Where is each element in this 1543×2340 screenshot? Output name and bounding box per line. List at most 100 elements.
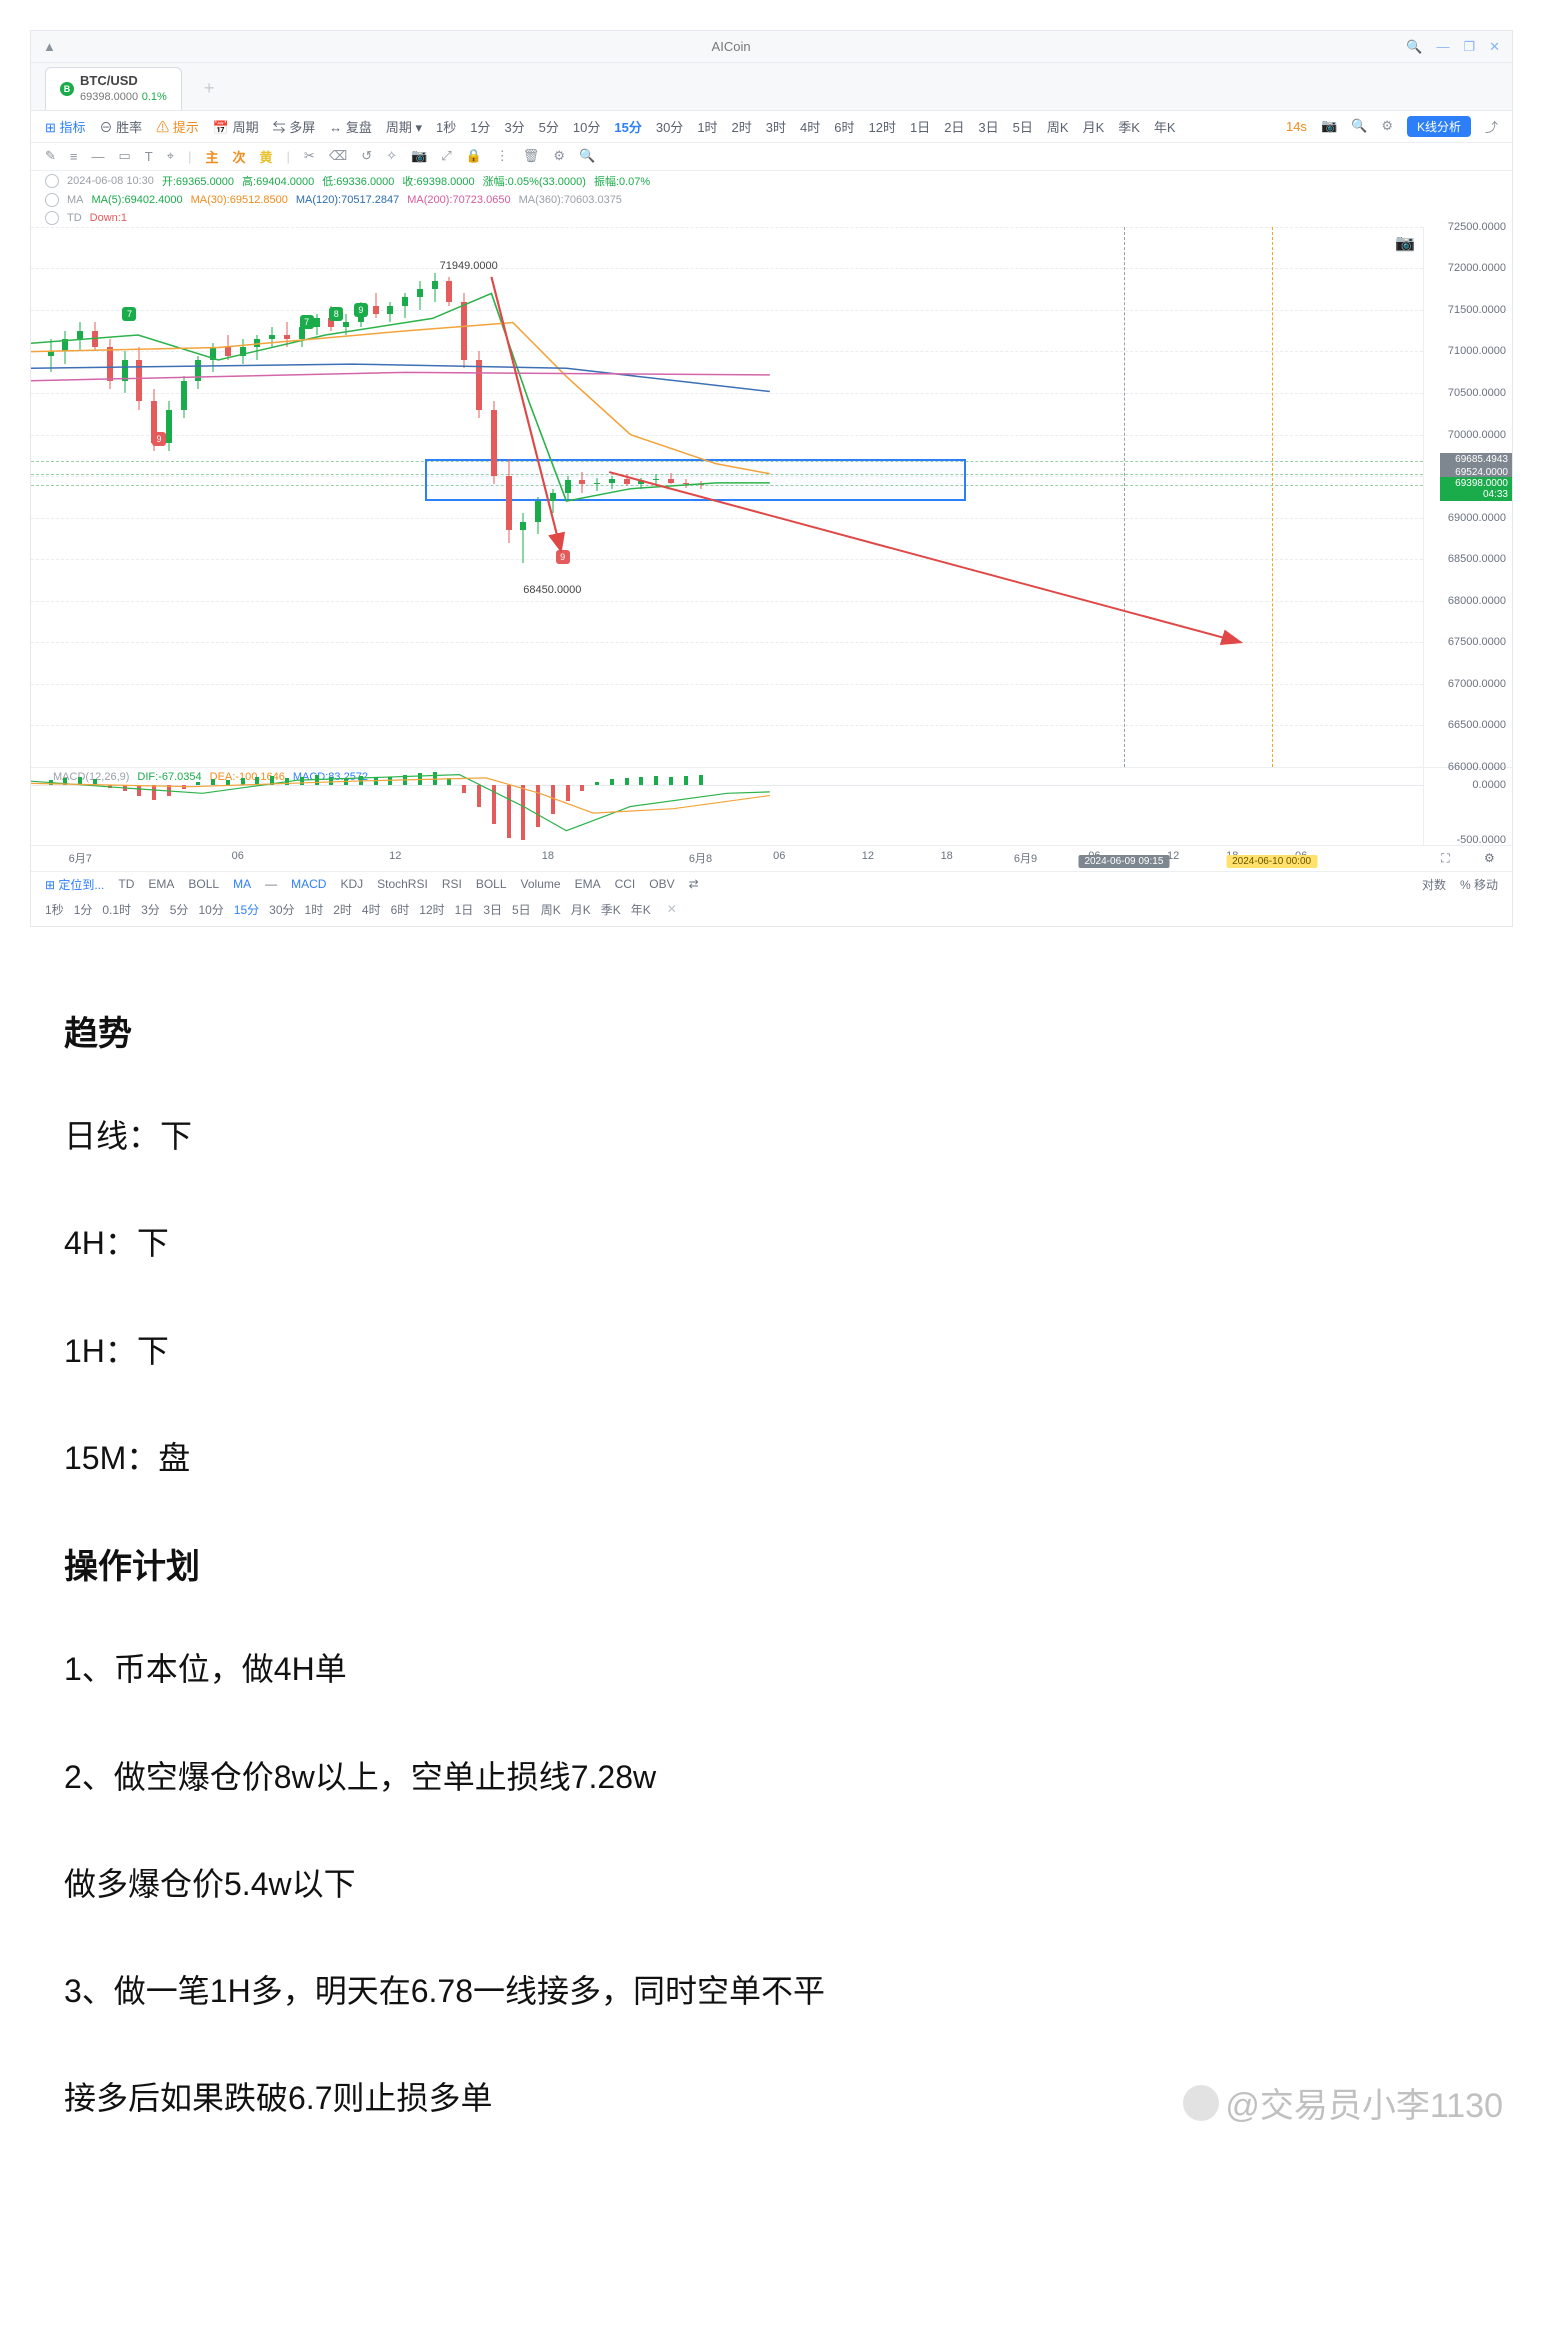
linewidth-次[interactable]: 次: [232, 147, 245, 166]
indicator-MACD[interactable]: MACD: [291, 877, 326, 891]
tool-icon[interactable]: ✂: [304, 148, 315, 164]
draw-tool[interactable]: ≡: [70, 149, 78, 164]
tool-icon[interactable]: ⌫: [329, 148, 347, 164]
toolbar-icon[interactable]: 📷: [1321, 118, 1337, 134]
tf-年K[interactable]: 年K: [1154, 117, 1176, 136]
linewidth-黄[interactable]: 黄: [260, 147, 273, 166]
tf2-15分[interactable]: 15分: [234, 901, 259, 918]
tf-1时[interactable]: 1时: [697, 117, 717, 136]
indicator-TD[interactable]: TD: [118, 877, 134, 891]
indicator-Volume[interactable]: Volume: [521, 877, 561, 891]
fullscreen-icon[interactable]: ⛶: [1441, 851, 1449, 866]
tf-3时[interactable]: 3时: [766, 117, 786, 136]
kline-analysis-button[interactable]: K线分析: [1407, 116, 1471, 137]
tf-1分[interactable]: 1分: [470, 117, 490, 136]
toolbar-icon[interactable]: ⚙: [1381, 118, 1393, 134]
tf2-5日[interactable]: 5日: [512, 901, 531, 918]
tool-icon[interactable]: ✧: [386, 148, 397, 164]
eye-icon[interactable]: [45, 193, 59, 207]
tf2-季K[interactable]: 季K: [601, 901, 621, 918]
tool-icon[interactable]: ⤢: [441, 148, 451, 164]
menu-item[interactable]: ⊞ 指标: [45, 117, 86, 136]
menu-item[interactable]: 📅 周期: [213, 117, 259, 136]
minimize-icon[interactable]: —: [1436, 39, 1449, 54]
indicator-BOLL[interactable]: BOLL: [476, 877, 507, 891]
linewidth-主[interactable]: 主: [205, 147, 218, 166]
tf-3日[interactable]: 3日: [978, 117, 998, 136]
pair-tab-btcusd[interactable]: B BTC/USD 69398.0000 0.1%: [45, 67, 182, 110]
tf2-1日[interactable]: 1日: [455, 901, 474, 918]
tool-icon[interactable]: ↺: [361, 148, 372, 164]
tool-icon[interactable]: 🔒: [466, 148, 482, 164]
close-icon[interactable]: ✕: [1489, 39, 1500, 55]
indicator-RSI[interactable]: RSI: [442, 877, 462, 891]
tf-2日[interactable]: 2日: [944, 117, 964, 136]
camera-icon[interactable]: 📷: [1395, 233, 1415, 253]
tf2-3分[interactable]: 3分: [141, 901, 160, 918]
macd-chart[interactable]: MACD(12,26,9) DIF:-67.0354 DEA:-100.1646…: [31, 767, 1512, 845]
tf2-30分[interactable]: 30分: [269, 901, 294, 918]
add-pair-button[interactable]: +: [194, 76, 225, 101]
tf2-年K[interactable]: 年K: [631, 901, 651, 918]
tool-icon[interactable]: 📷: [411, 148, 427, 164]
indicator-KDJ[interactable]: KDJ: [340, 877, 363, 891]
menu-item[interactable]: ⚠ 提示: [156, 117, 199, 136]
draw-tool[interactable]: T: [145, 149, 153, 164]
tf-15分[interactable]: 15分: [614, 117, 641, 136]
close-tf-icon[interactable]: ✕: [667, 902, 677, 916]
indicator-StochRSI[interactable]: StochRSI: [377, 877, 428, 891]
draw-tool[interactable]: —: [92, 149, 105, 164]
tf2-1时[interactable]: 1时: [305, 901, 324, 918]
tf2-10分[interactable]: 10分: [198, 901, 223, 918]
tf2-0.1时[interactable]: 0.1时: [102, 901, 131, 918]
settings-icon[interactable]: ⚙: [1484, 851, 1495, 865]
indicator-OBV[interactable]: OBV: [649, 877, 674, 891]
menu-item[interactable]: ↔ 复盘: [329, 117, 372, 136]
maximize-icon[interactable]: ❐: [1463, 39, 1475, 55]
menu-item[interactable]: 周期 ▾: [386, 117, 422, 136]
price-chart[interactable]: 79789971949.000068450.0000📷 72500.000072…: [31, 227, 1512, 767]
draw-tool[interactable]: ✎: [45, 148, 56, 164]
tf2-3日[interactable]: 3日: [483, 901, 502, 918]
tf-3分[interactable]: 3分: [504, 117, 524, 136]
tf-30分[interactable]: 30分: [656, 117, 683, 136]
indicator-EMA[interactable]: EMA: [575, 877, 601, 891]
indicator-BOLL[interactable]: BOLL: [188, 877, 219, 891]
tf2-1秒[interactable]: 1秒: [45, 901, 64, 918]
tf-月K[interactable]: 月K: [1083, 117, 1105, 136]
draw-tool[interactable]: ⌖: [167, 148, 174, 164]
tf-12时[interactable]: 12时: [868, 117, 895, 136]
tf-6时[interactable]: 6时: [834, 117, 854, 136]
tool-icon[interactable]: 🔍: [579, 148, 595, 164]
tf-5分[interactable]: 5分: [539, 117, 559, 136]
tf-1秒[interactable]: 1秒: [436, 117, 456, 136]
tf-2时[interactable]: 2时: [732, 117, 752, 136]
tf-4时[interactable]: 4时: [800, 117, 820, 136]
draw-tool[interactable]: ▭: [119, 148, 131, 164]
menu-item[interactable]: ⊖ 胜率: [100, 117, 143, 136]
tf2-4时[interactable]: 4时: [362, 901, 381, 918]
tool-icon[interactable]: 🗑: [523, 148, 540, 164]
eye-icon[interactable]: [45, 174, 59, 188]
indicator-—[interactable]: —: [265, 877, 277, 891]
tf2-周K[interactable]: 周K: [541, 901, 561, 918]
locate-button[interactable]: ⊞ 定位到...: [45, 876, 104, 893]
tf-1日[interactable]: 1日: [910, 117, 930, 136]
eye-icon[interactable]: [45, 211, 59, 225]
indicator-CCI[interactable]: CCI: [615, 877, 636, 891]
tool-icon[interactable]: ⋮: [496, 148, 509, 164]
tf-10分[interactable]: 10分: [573, 117, 600, 136]
indicator-⇄[interactable]: ⇄: [689, 877, 699, 891]
tf2-1分[interactable]: 1分: [74, 901, 93, 918]
tf-季K[interactable]: 季K: [1118, 117, 1140, 136]
tf2-12时[interactable]: 12时: [419, 901, 444, 918]
tf2-6时[interactable]: 6时: [391, 901, 410, 918]
indicator-EMA[interactable]: EMA: [148, 877, 174, 891]
tf2-2时[interactable]: 2时: [333, 901, 352, 918]
indicator-MA[interactable]: MA: [233, 877, 251, 891]
toolbar-icon[interactable]: 🔍: [1351, 118, 1367, 134]
search-icon[interactable]: 🔍: [1406, 39, 1422, 55]
menu-item[interactable]: ⇆ 多屏: [273, 117, 316, 136]
tf-5日[interactable]: 5日: [1013, 117, 1033, 136]
tf2-月K[interactable]: 月K: [571, 901, 591, 918]
